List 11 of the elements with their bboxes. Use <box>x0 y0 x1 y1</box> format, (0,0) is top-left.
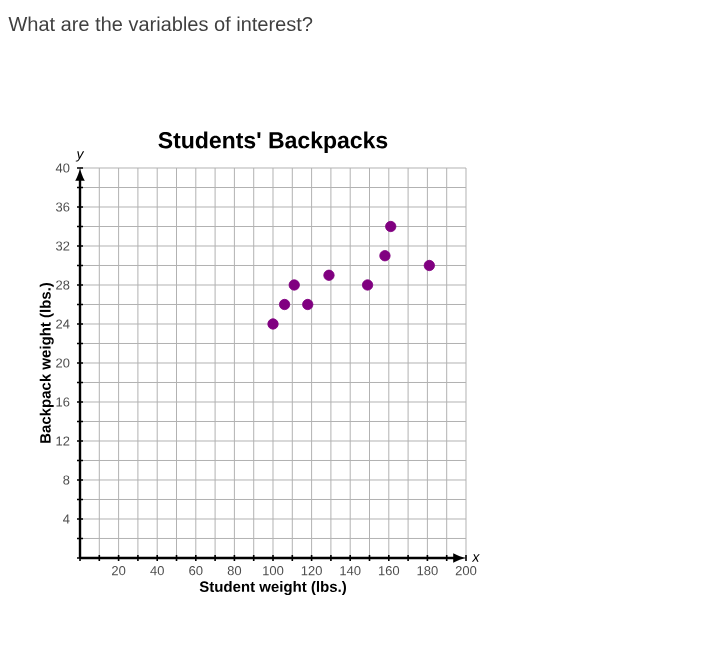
chart-title: Students' Backpacks <box>158 131 388 153</box>
point <box>288 279 300 291</box>
point <box>278 298 291 311</box>
text: What are the variables of interest? <box>8 16 313 32</box>
point <box>361 279 374 291</box>
point <box>267 318 279 330</box>
point <box>379 250 391 262</box>
point <box>323 269 335 281</box>
point <box>302 298 314 311</box>
point <box>385 220 397 233</box>
point <box>423 259 435 272</box>
